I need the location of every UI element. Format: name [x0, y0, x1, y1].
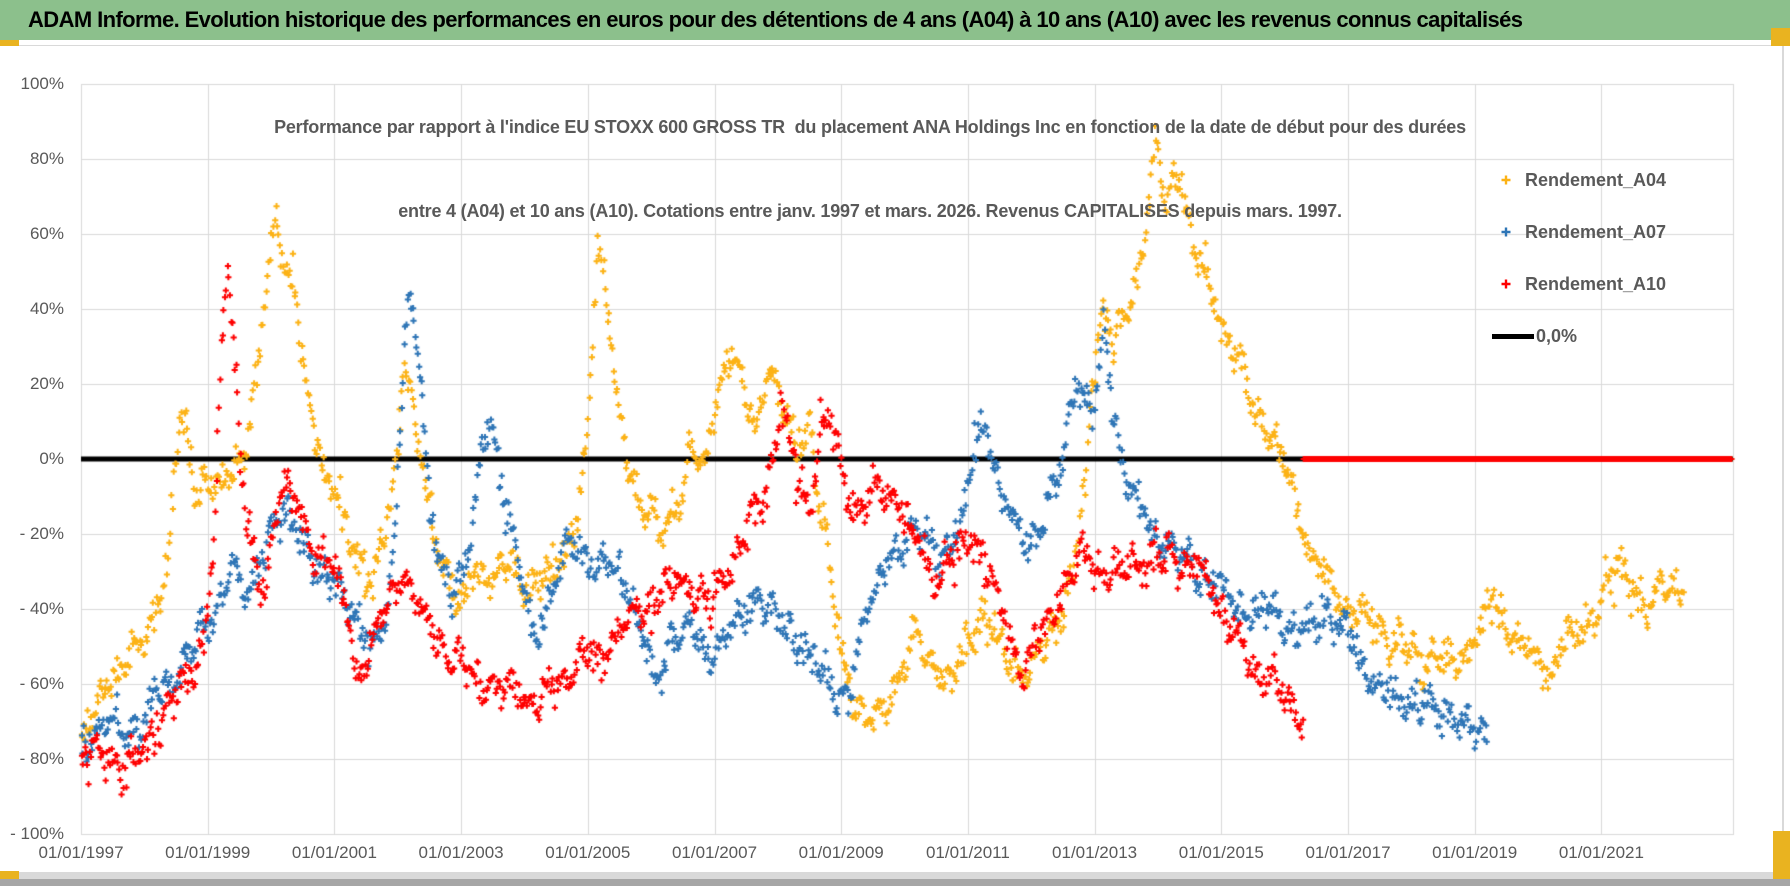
plus-marker-icon [1501, 279, 1511, 289]
y-axis-tick-label: - 20% [19, 524, 64, 543]
legend-item-rendement-a04[interactable]: Rendement_A04 [1497, 166, 1666, 194]
legend-line-icon [1492, 333, 1534, 339]
plus-marker-icon [1501, 227, 1511, 237]
legend-label: Rendement_A04 [1525, 169, 1667, 190]
legend-label: Rendement_A10 [1525, 273, 1667, 294]
x-axis-tick-label: 01/01/2003 [418, 843, 504, 862]
legend-label: 0,0% [1536, 325, 1578, 346]
y-axis-tick-label: 20% [29, 374, 64, 393]
bottom-strip-dark [0, 879, 1790, 886]
gold-accent-bottom-left [0, 871, 19, 879]
y-axis-tick-label: 100% [20, 74, 64, 93]
y-axis-tick-label: - 40% [19, 599, 64, 618]
x-axis-tick-label: 01/01/2009 [798, 843, 884, 862]
x-axis-tick-label: 01/01/2007 [671, 843, 758, 862]
y-axis-tick-label: 40% [29, 299, 64, 318]
x-axis-tick-label: 01/01/2001 [291, 843, 377, 862]
y-axis-tick-label: 0% [39, 449, 64, 468]
x-axis-tick-label: 01/01/2015 [1178, 843, 1264, 862]
gold-accent-bottom-right [1773, 831, 1790, 879]
gold-accent-top-right [1771, 28, 1790, 46]
y-axis-tick-label: 80% [29, 149, 64, 168]
legend-item-zero-line[interactable]: 0,0% [1492, 322, 1577, 350]
x-axis-tick-label: 01/01/2019 [1432, 843, 1518, 862]
chart-title-line1: Performance par rapport à l'indice EU ST… [274, 117, 1466, 137]
legend-item-rendement-a07[interactable]: Rendement_A07 [1497, 218, 1666, 246]
chart-title: Performance par rapport à l'indice EU ST… [140, 57, 1600, 281]
x-axis-tick-label: 01/01/1999 [165, 843, 251, 862]
y-axis-tick-label: - 80% [19, 749, 64, 768]
y-axis-tick-label: 60% [29, 224, 64, 243]
legend-item-rendement-a10[interactable]: Rendement_A10 [1497, 270, 1666, 298]
y-axis-tick-label: - 100% [10, 824, 64, 843]
y-axis-tick-label: - 60% [19, 674, 64, 693]
chart-right-border [1782, 46, 1784, 872]
legend-label: Rendement_A07 [1525, 221, 1667, 242]
x-axis-tick-label: 01/01/2021 [1558, 843, 1644, 862]
bottom-strip-light [0, 872, 1790, 879]
x-axis-tick-label: 01/01/2005 [545, 843, 631, 862]
x-axis-tick-label: 01/01/2017 [1305, 843, 1391, 862]
x-axis-tick-label: 01/01/2011 [925, 843, 1010, 862]
chart-title-line2: entre 4 (A04) et 10 ans (A10). Cotations… [398, 201, 1342, 221]
gold-accent-top-left [0, 40, 19, 46]
plus-marker-icon [1501, 175, 1511, 185]
x-axis-tick-label: 01/01/2013 [1052, 843, 1138, 862]
x-axis-tick-label: 01/01/1997 [38, 843, 124, 862]
